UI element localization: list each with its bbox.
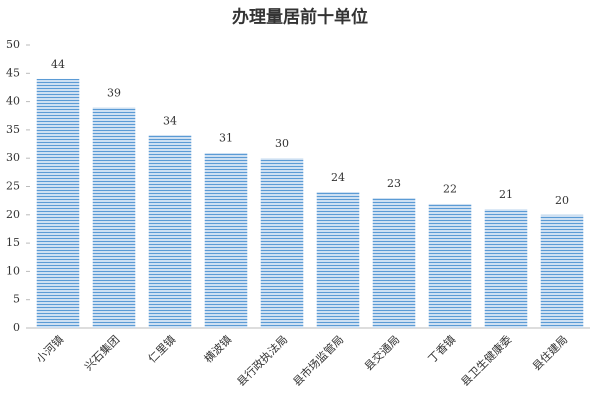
x-tick-label: 县卫生健康委 [458,332,515,389]
bar [36,78,80,329]
x-tick-label: 县交通局 [361,332,402,373]
y-tick-label: 30 [6,151,20,164]
x-tick-label: 横波镇 [201,332,234,365]
bar [316,192,360,328]
y-tick-label: 40 [6,95,20,108]
bar [372,197,416,328]
data-label: 30 [275,137,289,150]
bar [92,107,136,328]
data-label: 31 [219,132,233,145]
x-tick-label: 丁香镇 [425,332,458,365]
y-tick-label: 35 [6,123,20,136]
y-tick-label: 45 [6,66,20,79]
data-label: 34 [163,115,177,128]
y-tick-label: 0 [13,321,20,334]
bar [484,209,528,328]
y-tick-label: 20 [6,208,20,221]
y-tick-label: 10 [6,264,20,277]
data-label: 39 [107,86,121,99]
y-tick-label: 25 [6,180,20,193]
bar [428,203,472,328]
x-tick-label: 县住建局 [529,332,570,373]
data-label: 22 [443,182,457,195]
x-tick-label: 仁里镇 [145,332,178,365]
bar [260,158,304,328]
x-tick-label: 兴石集团 [81,332,122,373]
y-tick-label: 15 [6,236,20,249]
data-label: 21 [499,188,513,201]
data-label: 23 [387,177,401,190]
x-tick-label: 县行政执法局 [234,332,291,389]
chart-title: 办理量居前十单位 [232,7,368,28]
x-tick-label: 县市场监管局 [290,332,347,389]
bar [148,135,192,328]
bar [204,152,248,328]
data-label: 44 [51,58,65,71]
y-tick-label: 5 [13,293,20,306]
data-label: 24 [331,171,345,184]
data-label: 20 [555,194,569,207]
y-tick-label: 50 [6,38,20,51]
x-tick-label: 小河镇 [33,332,66,365]
bar [540,214,584,328]
